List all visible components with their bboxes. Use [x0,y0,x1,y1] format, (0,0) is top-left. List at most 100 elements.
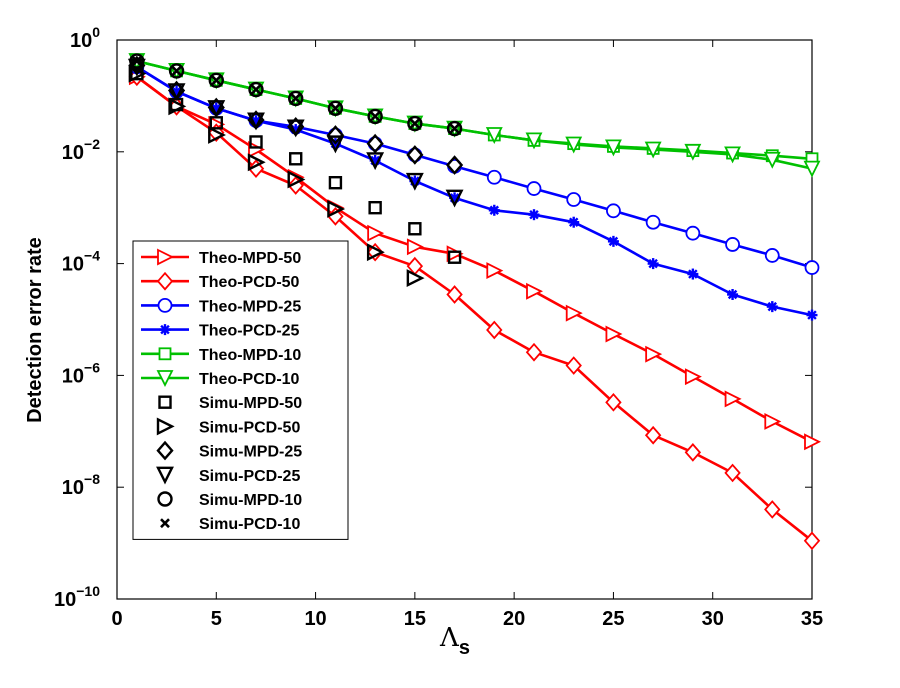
x-stroke [370,111,381,122]
legend-entry: Theo-MPD-10 [141,347,301,364]
circle-marker [764,248,780,263]
x-marker [160,518,170,529]
series-simu-mpd-50 [130,66,462,264]
legend-label: Simu-PCD-10 [199,516,300,533]
triangle-down-marker [445,189,464,208]
diamond-marker [764,500,781,519]
x-marker [409,118,420,129]
circle-marker [725,237,740,252]
diamond-marker [605,392,622,412]
legend-label: Theo-PCD-50 [199,274,300,291]
ticks: 0 5 10 15 20 25 30 35 10−10 10−8 10−6 10−4 10−2 100 [54,24,823,630]
diamond-marker [803,531,821,551]
y-tick-label: 10−6 [62,359,100,387]
legend-box [132,240,349,540]
legend-entry: Theo-PCD-25 [141,323,300,340]
legend-entry: Simu-PCD-50 [156,417,300,436]
triangle-down-marker [604,139,622,157]
circle-marker [208,72,224,89]
asterisk-marker [766,301,778,313]
diamond-marker [445,155,464,175]
x-tick-label: 30 [702,608,724,630]
x-tick-label: 20 [503,608,525,630]
series-simu-pcd-10 [131,56,460,134]
asterisk-stroke [489,205,500,215]
series-simu-pcd-50 [128,64,425,288]
circle-marker [168,63,185,79]
legend-label: Theo-PCD-25 [199,323,300,340]
circle-marker [367,108,383,125]
x-marker [370,111,381,122]
asterisk-stroke [568,217,579,227]
diamond-marker [326,125,345,145]
asterisk-stroke [727,289,738,300]
asterisk-stroke [648,258,658,269]
asterisk-stroke [807,310,817,320]
triangle-down-marker [724,146,742,164]
triangle-right-marker [157,248,175,266]
circle-marker [129,53,145,69]
legend-entry: Theo-MPD-25 [141,297,301,315]
diamond-marker [644,425,662,445]
x-marker [290,93,301,104]
circle-marker [566,192,582,207]
legend: Theo-MPD-50 Theo-PCD-50 Theo-MPD-25 Theo-PC… [132,240,349,540]
triangle-right-marker [486,262,504,280]
x-marker [211,75,222,86]
circle-marker [606,203,621,219]
legend-label: Simu-MPD-10 [199,492,302,509]
triangle-down-marker [247,112,265,131]
triangle-down-marker [763,151,781,169]
triangle-right-marker [367,224,385,242]
asterisk-marker [607,235,619,247]
circle-marker [685,225,701,241]
asterisk-marker [727,289,739,301]
asterisk-marker [488,204,500,216]
triangle-right-marker [128,64,147,83]
x-axis-label-subscript: s [459,637,470,659]
triangle-right-marker [526,282,544,300]
square-marker [158,347,172,361]
legend-label: Theo-MPD-25 [199,298,301,315]
x-stroke [330,103,341,114]
triangle-down-marker [156,370,174,388]
triangle-down-marker [684,143,702,161]
x-axis-label: Λs [439,623,470,659]
triangle-right-marker [804,433,822,451]
square-marker [368,200,382,215]
diamond-marker [156,271,174,291]
y-tick-label: 10−10 [54,583,100,611]
x-marker [171,65,182,76]
y-tick-label: 10−4 [62,248,100,276]
circle-marker [248,81,264,98]
legend-entry: Simu-PCD-25 [156,466,300,485]
x-tick-label: 15 [404,608,426,630]
circle-marker [645,214,661,230]
triangle-down-marker [644,141,662,159]
legend-label: Simu-MPD-50 [199,395,302,412]
legend-label: Theo-MPD-10 [199,347,301,364]
diamond-marker [156,440,174,461]
asterisk-stroke [160,324,170,335]
diamond-marker [565,356,582,375]
triangle-right-marker [406,238,424,256]
x-stroke [131,56,142,66]
legend-label: Simu-PCD-25 [199,468,300,485]
x-marker [251,84,261,95]
triangle-right-marker [724,390,742,408]
x-marker [131,56,142,66]
y-tick-label: 100 [70,24,100,52]
triangle-right-marker [327,200,346,218]
square-marker [447,250,462,264]
circle-marker [157,297,173,313]
triangle-down-marker [286,119,305,138]
x-stroke [211,75,222,86]
triangle-down-marker [405,172,424,191]
square-marker [328,176,343,190]
diamond-marker [724,463,741,483]
asterisk-marker [806,309,818,321]
triangle-down-marker [366,152,385,171]
x-stroke [160,518,170,529]
y-tick-label: 10−8 [62,471,100,499]
asterisk-marker [687,268,699,280]
